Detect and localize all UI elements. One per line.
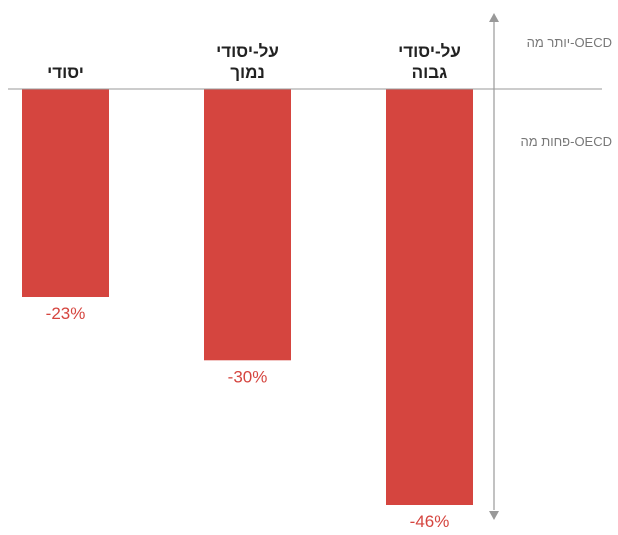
bar bbox=[22, 89, 109, 297]
labels-layer: -23% יסודי -30% על-יסודי נמוך -46% על-יסודי גבו… bbox=[46, 42, 461, 531]
arrow-up-icon bbox=[489, 13, 499, 22]
bar-value-label: -23% bbox=[46, 304, 86, 323]
bar bbox=[386, 89, 473, 505]
less-than-oecd-label: פחות מה-OECD bbox=[520, 134, 612, 149]
category-label: על-יסודי bbox=[398, 42, 461, 61]
bars-layer bbox=[22, 89, 473, 505]
bar-value-label: -46% bbox=[410, 512, 450, 530]
more-than-oecd-label: יותר מה-OECD bbox=[527, 35, 612, 50]
category-label: נמוך bbox=[230, 63, 265, 82]
bar bbox=[204, 89, 291, 361]
bar-value-label: -30% bbox=[228, 367, 268, 386]
category-label: יסודי bbox=[47, 63, 84, 82]
category-label: על-יסודי bbox=[216, 42, 279, 61]
arrow-down-icon bbox=[489, 511, 499, 520]
category-label: גבוה bbox=[412, 63, 448, 82]
